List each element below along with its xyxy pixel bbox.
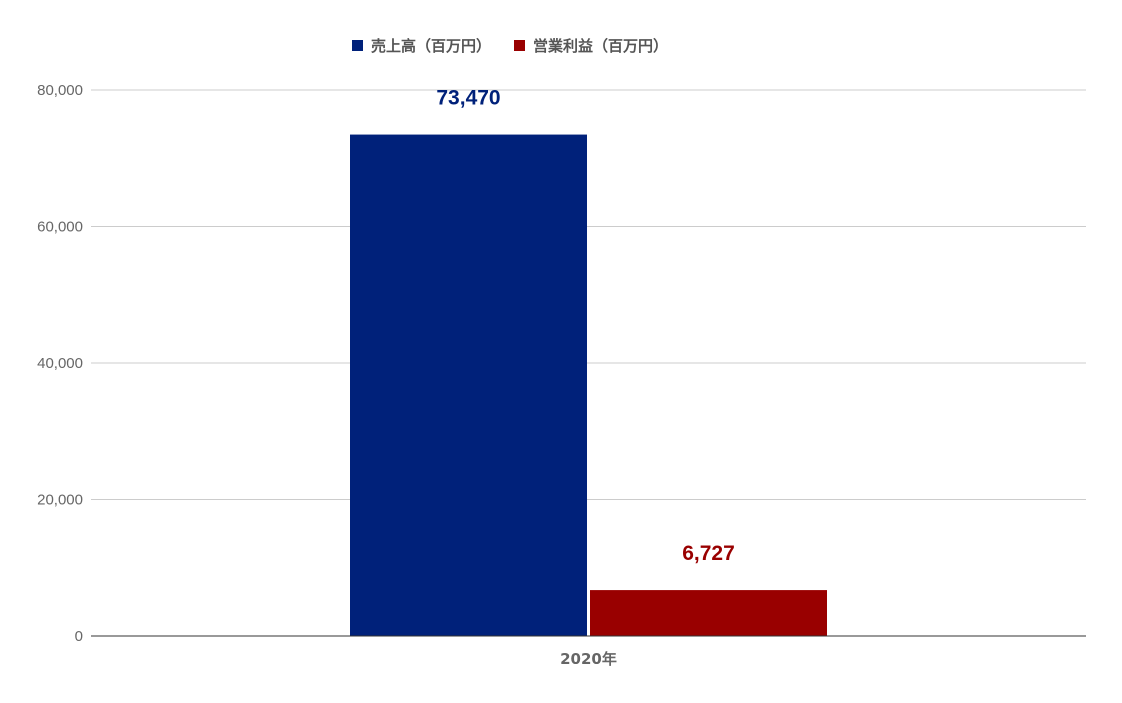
legend-label: 売上高（百万円） [371,37,491,55]
y-tick-label: 0 [75,628,83,645]
data-labels: 73,470 6,727 [436,87,734,566]
bar [590,590,827,636]
legend-swatch [352,40,363,51]
y-tick-label: 60,000 [37,219,83,236]
y-tick-label: 80,000 [37,82,83,99]
x-axis: 2020年 [91,635,1086,668]
legend-swatch [514,40,525,51]
y-tick-label: 20,000 [37,492,83,509]
legend-label: 営業利益（百万円） [533,37,668,55]
data-label: 73,470 [436,87,500,110]
bar [350,134,587,636]
legend: 売上高（百万円） 営業利益（百万円） [352,37,668,55]
bars [350,134,827,636]
gridlines [91,89,1086,500]
y-tick-label: 40,000 [37,355,83,372]
data-label: 6,727 [682,542,735,565]
x-category-label: 2020年 [560,650,617,668]
y-axis-tick-labels: 0 20,000 40,000 60,000 80,000 [37,82,83,645]
